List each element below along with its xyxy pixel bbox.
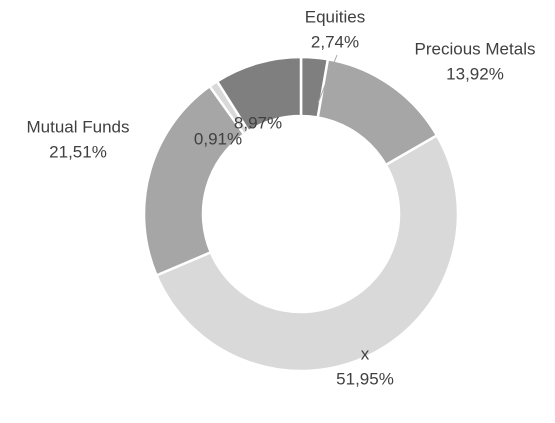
value-label: 21,51% — [49, 142, 107, 161]
donut-slice — [154, 133, 460, 373]
value-label: 13,92% — [446, 64, 504, 83]
leader-line — [317, 54, 338, 104]
value-label: 2,74% — [311, 32, 359, 51]
category-label: Precious Metals — [415, 39, 536, 58]
value-label: 51,95% — [336, 369, 394, 388]
category-label: x — [361, 344, 370, 363]
donut-slice — [215, 55, 303, 133]
value-label: 0,91% — [194, 129, 242, 148]
value-label: 8,97% — [234, 113, 282, 132]
category-label: Mutual Funds — [27, 117, 130, 136]
category-label: Equities — [305, 7, 365, 26]
